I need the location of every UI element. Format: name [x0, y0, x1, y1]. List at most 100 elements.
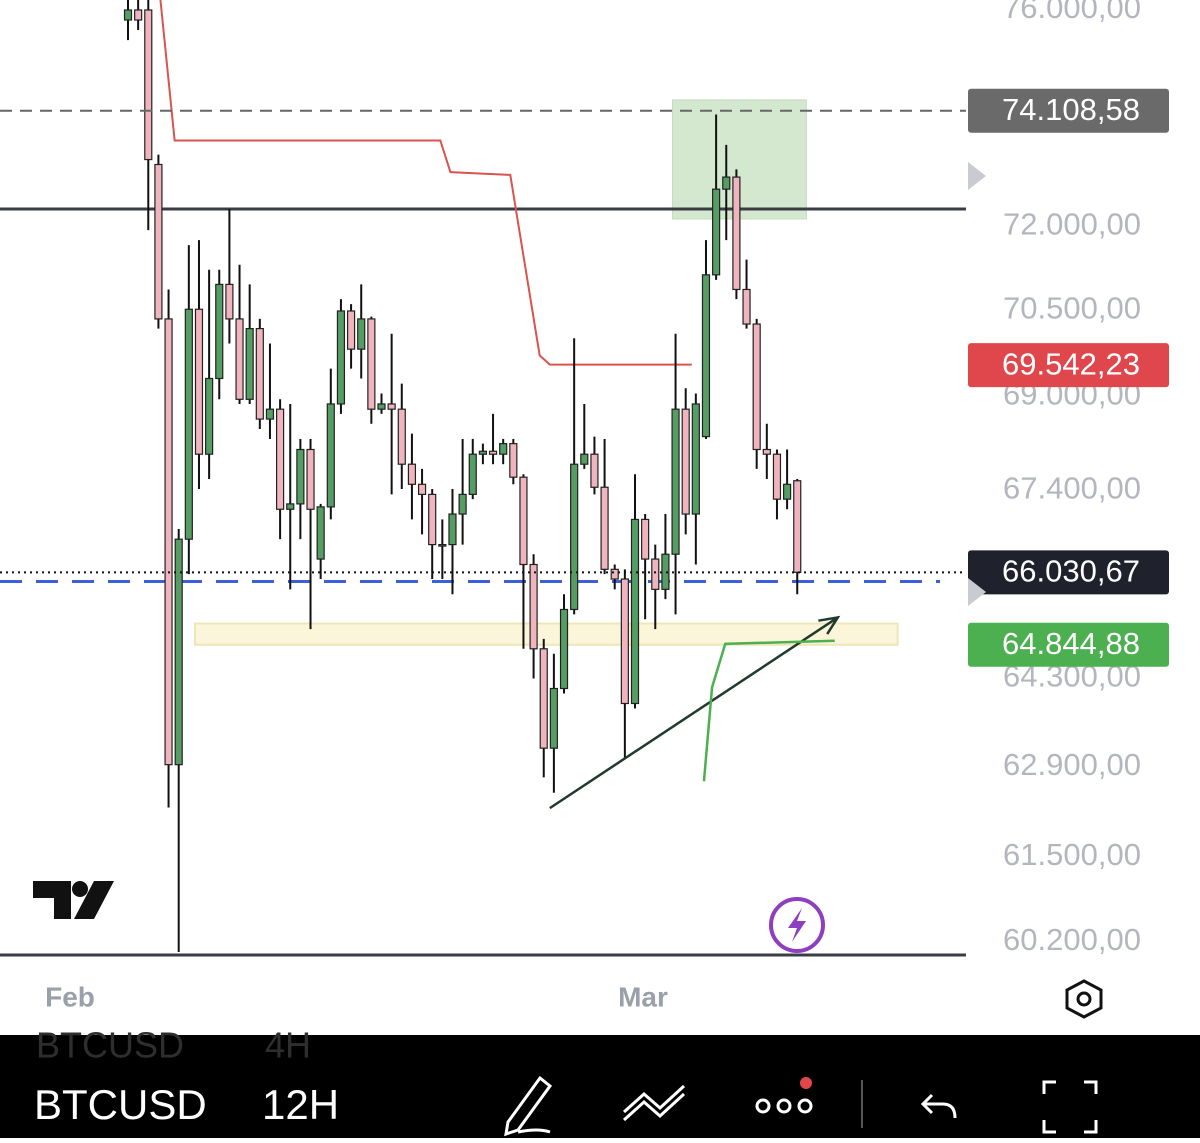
- candle-body: [346, 310, 356, 350]
- candle-body: [245, 327, 254, 400]
- candle-body: [499, 443, 508, 455]
- candle-body: [265, 408, 275, 420]
- candle-body: [742, 288, 751, 325]
- candle-body: [509, 443, 518, 478]
- candle-body: [235, 318, 244, 400]
- x-tick-label: Feb: [45, 981, 95, 1012]
- symbol[interactable]: BTCUSD: [34, 1081, 207, 1128]
- candle-body: [468, 453, 477, 495]
- candle-body: [570, 463, 579, 611]
- more-button[interactable]: [755, 1077, 813, 1114]
- candle-body: [590, 453, 599, 488]
- candle-body: [428, 493, 437, 546]
- candle-body: [782, 483, 792, 500]
- plot-area: [0, 0, 966, 953]
- draw-tool[interactable]: [504, 1075, 553, 1137]
- candle-body: [691, 403, 700, 515]
- candle-body: [184, 308, 193, 540]
- candle-body: [276, 408, 285, 510]
- candle-body: [529, 563, 538, 650]
- candle-body: [519, 476, 528, 566]
- scroll-marker: [968, 578, 986, 606]
- candle-body: [438, 543, 447, 547]
- price-tag-label: 74.108,58: [1002, 92, 1140, 127]
- candle-body: [174, 538, 183, 766]
- trend-tool[interactable]: [622, 1084, 686, 1122]
- candle-body: [164, 318, 173, 766]
- prev-symbol: BTCUSD: [36, 1025, 184, 1066]
- candle-body: [752, 323, 761, 451]
- candle-body: [772, 453, 782, 500]
- support-zone: [193, 622, 899, 646]
- y-tick-label: 67.400,00: [1003, 470, 1141, 505]
- candle-body: [732, 176, 741, 291]
- candle-body: [681, 408, 690, 515]
- path-sketch: [702, 639, 835, 782]
- y-tick-label: 60.200,00: [1003, 922, 1141, 957]
- y-tick-label: 70.500,00: [1003, 291, 1141, 326]
- interval[interactable]: 12H: [262, 1081, 339, 1128]
- price-axis: 76.000,0072.000,0070.500,0069.000,0067.4…: [968, 0, 1169, 957]
- candle-body: [539, 648, 548, 749]
- candle-body: [205, 377, 214, 455]
- settings-button[interactable]: [1065, 979, 1103, 1019]
- lightning-button[interactable]: [769, 897, 825, 953]
- candle-body: [671, 408, 680, 555]
- candle-body: [712, 188, 721, 276]
- candle-body: [478, 450, 487, 455]
- y-tick-label: 76.000,00: [1003, 0, 1141, 25]
- candle-body: [630, 518, 640, 705]
- candle-body: [296, 448, 305, 505]
- candle-body: [286, 503, 295, 510]
- candle-body: [144, 9, 153, 161]
- candle-body: [306, 448, 315, 510]
- candle-body: [448, 513, 457, 546]
- candle-body: [377, 403, 386, 410]
- candle-body: [417, 483, 427, 495]
- candle-body: [600, 486, 609, 570]
- candle-body: [357, 318, 366, 350]
- candle-body: [620, 578, 629, 705]
- candle-body: [326, 403, 335, 508]
- candle-body: [559, 608, 569, 690]
- price-tag: [968, 343, 1169, 388]
- candle-body: [722, 176, 731, 190]
- price-tag-label: 69.542,23: [1002, 346, 1140, 381]
- indicator-line: [159, 0, 692, 366]
- candle-body: [255, 327, 264, 420]
- candle-body: [397, 408, 406, 465]
- candle-body: [123, 9, 133, 21]
- price-tag: [968, 88, 1169, 133]
- undo-button[interactable]: [920, 1093, 957, 1119]
- toolbar: [0, 1035, 1200, 1138]
- candle-body: [762, 448, 771, 455]
- candle-body: [641, 518, 650, 560]
- candle-body: [701, 274, 711, 438]
- candle-body: [154, 163, 163, 320]
- candle-body: [793, 480, 802, 573]
- fullscreen-button[interactable]: [1042, 1080, 1098, 1134]
- candle-body: [488, 450, 498, 455]
- candle-body: [458, 493, 467, 515]
- candle-body: [367, 318, 376, 410]
- tv-logo: [33, 881, 114, 919]
- candle-body: [651, 558, 660, 590]
- candle-body: [407, 463, 417, 485]
- price-tag-label: 64.844,88: [1002, 626, 1140, 661]
- price-tag: [968, 550, 1169, 595]
- scroll-marker: [968, 162, 986, 190]
- arrow-head: [818, 615, 841, 635]
- trend-arrow: [549, 616, 839, 810]
- candle-body: [580, 453, 589, 465]
- price-tag: [968, 622, 1169, 667]
- prev-interval: 4H: [265, 1025, 311, 1066]
- y-tick-label: 61.500,00: [1003, 837, 1141, 872]
- candle-body: [316, 506, 325, 560]
- candle-body: [134, 9, 143, 21]
- candle-body: [549, 687, 558, 749]
- candle-body: [194, 308, 204, 455]
- x-tick-label: Mar: [618, 981, 668, 1012]
- candle-body: [387, 403, 396, 410]
- candle-body: [610, 568, 619, 580]
